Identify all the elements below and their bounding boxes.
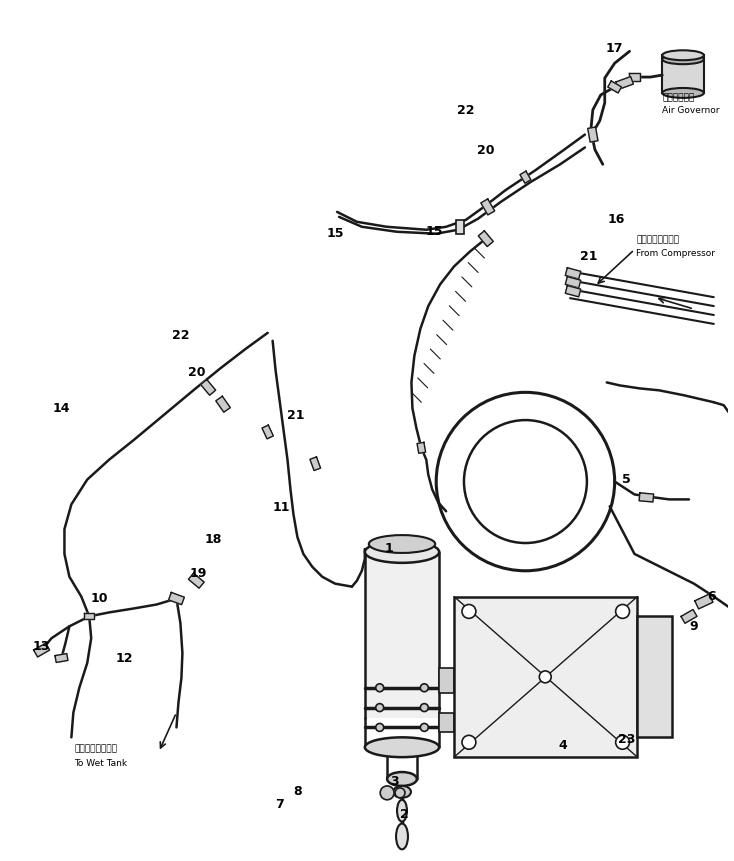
Text: 11: 11 bbox=[273, 501, 291, 514]
Circle shape bbox=[464, 420, 587, 543]
Text: コンプレッサから: コンプレッサから bbox=[636, 235, 680, 245]
Text: 15: 15 bbox=[426, 226, 443, 238]
Text: 16: 16 bbox=[608, 214, 625, 226]
Polygon shape bbox=[628, 73, 641, 81]
Text: Air Governor: Air Governor bbox=[662, 106, 720, 115]
Bar bbox=[439, 713, 454, 733]
Ellipse shape bbox=[387, 772, 417, 786]
Text: From Compressor: From Compressor bbox=[636, 249, 716, 258]
Polygon shape bbox=[55, 653, 68, 662]
Polygon shape bbox=[681, 610, 697, 623]
Polygon shape bbox=[565, 286, 581, 297]
Polygon shape bbox=[520, 171, 531, 183]
Text: ウェットタンクへ: ウェットタンクへ bbox=[74, 745, 117, 753]
Polygon shape bbox=[565, 276, 581, 288]
Ellipse shape bbox=[365, 541, 439, 563]
Text: エアーガバナ: エアーガバナ bbox=[662, 93, 694, 102]
Text: 12: 12 bbox=[115, 652, 133, 665]
Polygon shape bbox=[262, 425, 273, 439]
Circle shape bbox=[421, 703, 428, 711]
Text: 2: 2 bbox=[400, 808, 409, 821]
Ellipse shape bbox=[662, 50, 704, 60]
Text: 19: 19 bbox=[189, 567, 207, 580]
Circle shape bbox=[380, 786, 394, 800]
Polygon shape bbox=[189, 573, 204, 588]
Circle shape bbox=[395, 788, 405, 798]
Bar bbox=[454, 597, 637, 757]
Ellipse shape bbox=[368, 535, 435, 553]
Text: 21: 21 bbox=[580, 250, 597, 263]
Text: 21: 21 bbox=[287, 409, 304, 422]
Text: 1: 1 bbox=[384, 542, 393, 555]
Polygon shape bbox=[84, 613, 94, 619]
Circle shape bbox=[376, 723, 384, 731]
Text: 7: 7 bbox=[275, 798, 284, 811]
Polygon shape bbox=[200, 380, 216, 395]
Circle shape bbox=[376, 684, 384, 691]
Circle shape bbox=[421, 723, 428, 731]
Polygon shape bbox=[639, 492, 654, 502]
Polygon shape bbox=[479, 231, 493, 246]
Text: To Wet Tank: To Wet Tank bbox=[74, 759, 128, 768]
Ellipse shape bbox=[393, 786, 411, 798]
Circle shape bbox=[462, 735, 476, 749]
Circle shape bbox=[376, 703, 384, 711]
Polygon shape bbox=[169, 592, 184, 604]
Circle shape bbox=[539, 671, 551, 683]
Polygon shape bbox=[565, 268, 581, 279]
Text: 23: 23 bbox=[618, 733, 635, 746]
Bar bbox=[365, 554, 439, 717]
Text: 22: 22 bbox=[457, 104, 475, 117]
Text: 3: 3 bbox=[390, 776, 399, 789]
Polygon shape bbox=[216, 396, 230, 412]
Text: 10: 10 bbox=[90, 592, 108, 605]
Polygon shape bbox=[310, 457, 321, 470]
Text: 8: 8 bbox=[293, 785, 302, 798]
Polygon shape bbox=[417, 443, 426, 454]
Circle shape bbox=[616, 735, 630, 749]
Ellipse shape bbox=[397, 800, 407, 821]
Circle shape bbox=[421, 684, 428, 691]
Polygon shape bbox=[588, 127, 598, 142]
Text: 9: 9 bbox=[690, 620, 698, 633]
Polygon shape bbox=[608, 81, 622, 93]
Ellipse shape bbox=[365, 737, 439, 757]
Text: 17: 17 bbox=[606, 42, 623, 55]
Circle shape bbox=[462, 604, 476, 618]
Circle shape bbox=[616, 604, 630, 618]
Text: 15: 15 bbox=[327, 227, 344, 240]
Text: 20: 20 bbox=[188, 366, 205, 379]
Ellipse shape bbox=[662, 54, 704, 65]
Polygon shape bbox=[616, 77, 633, 90]
Ellipse shape bbox=[396, 824, 408, 849]
Text: 13: 13 bbox=[33, 640, 51, 653]
Polygon shape bbox=[481, 199, 495, 215]
Text: 14: 14 bbox=[53, 402, 70, 415]
Text: 22: 22 bbox=[172, 329, 189, 343]
Text: 5: 5 bbox=[622, 473, 631, 486]
Polygon shape bbox=[34, 643, 50, 657]
Text: 18: 18 bbox=[205, 533, 222, 546]
Bar bbox=[456, 220, 464, 233]
Text: 6: 6 bbox=[708, 590, 716, 603]
Text: 20: 20 bbox=[477, 144, 495, 157]
Bar bbox=[662, 55, 704, 93]
Ellipse shape bbox=[662, 88, 704, 98]
Bar bbox=[637, 616, 672, 737]
Text: 4: 4 bbox=[559, 739, 567, 752]
Bar bbox=[439, 668, 454, 693]
Polygon shape bbox=[695, 594, 713, 609]
